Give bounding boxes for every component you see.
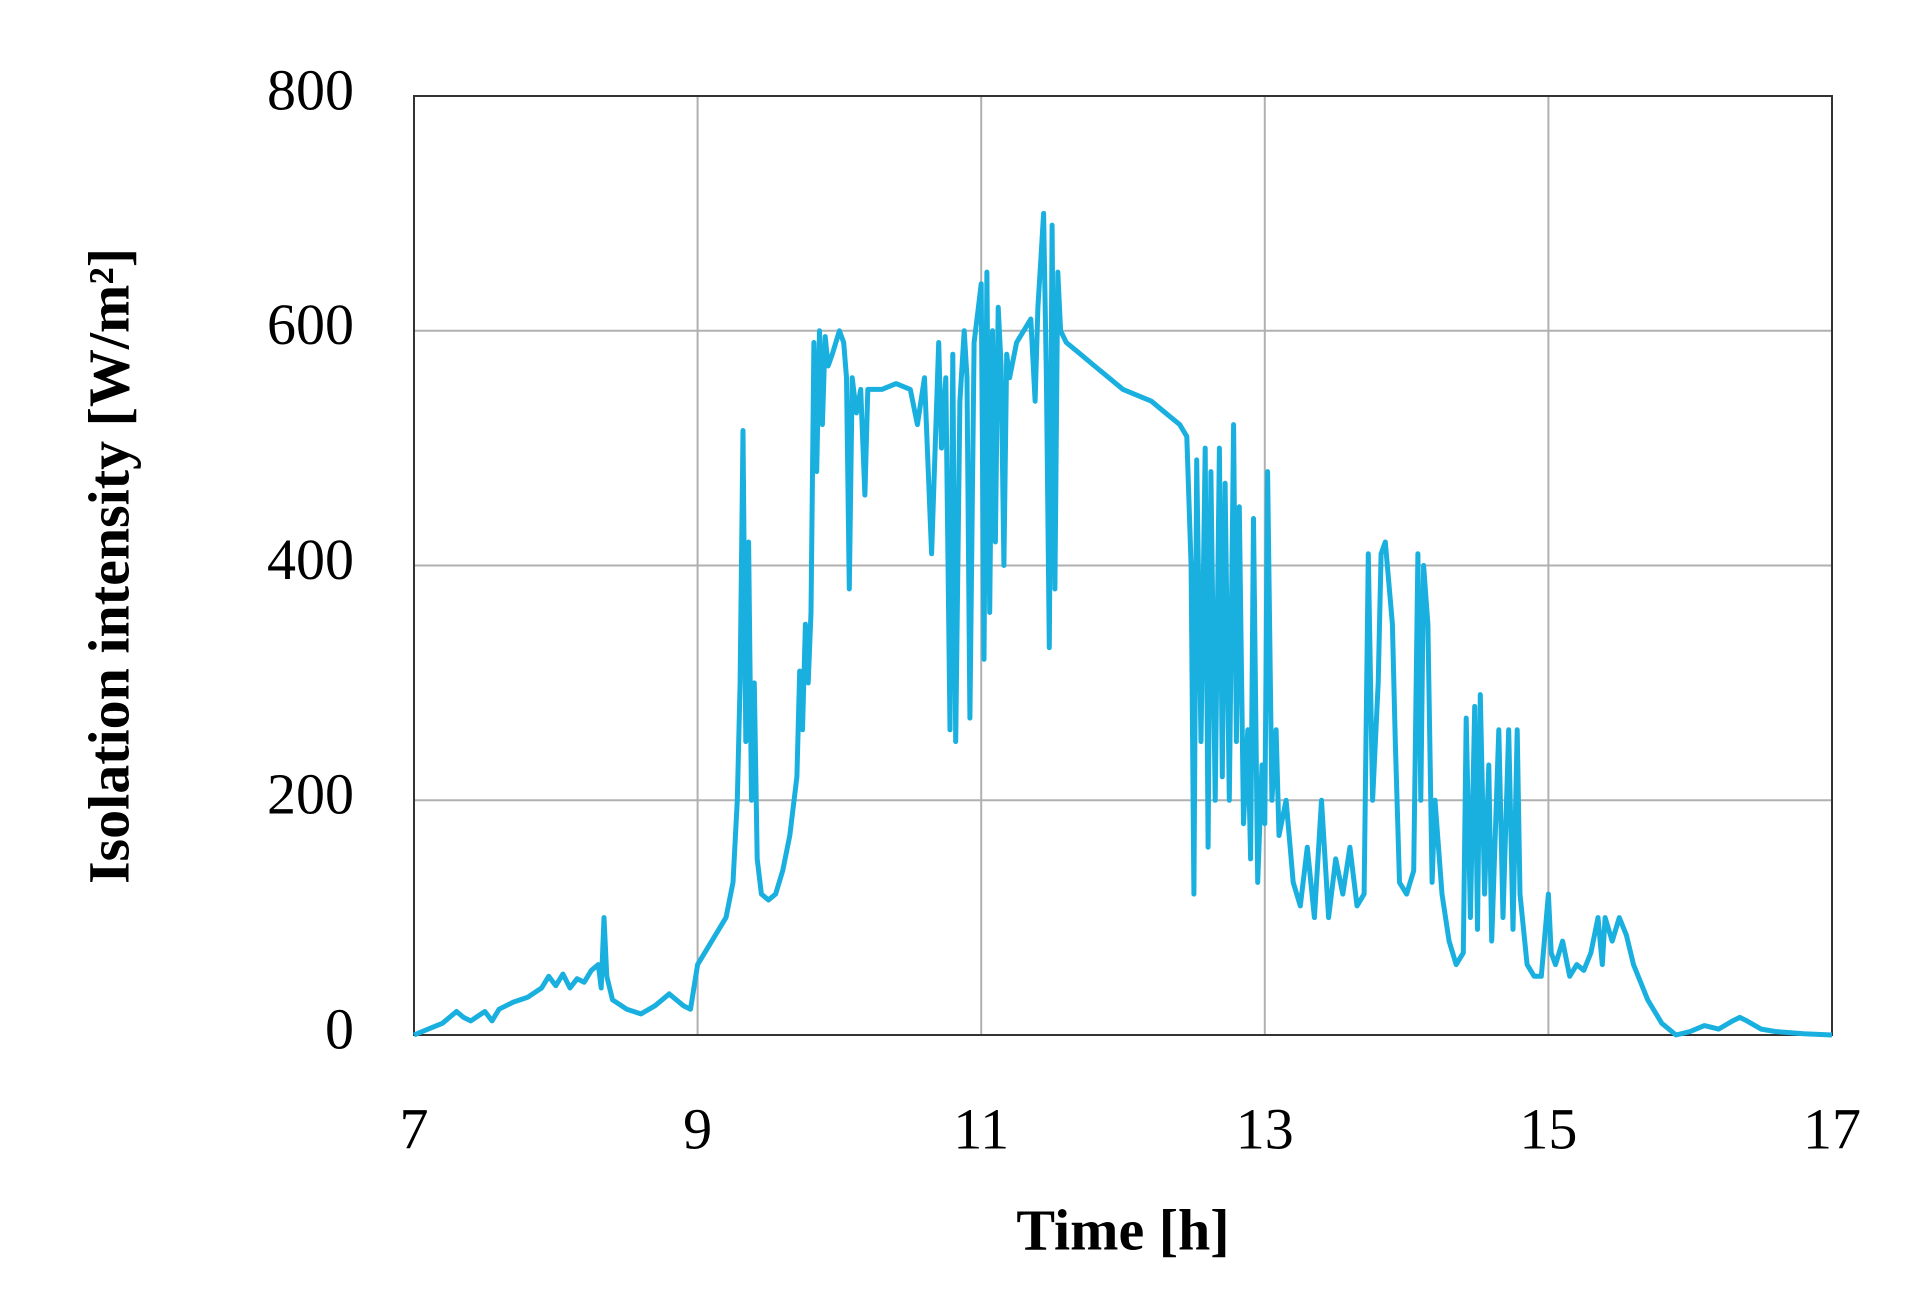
y-tick-label: 400 [267,527,354,592]
y-tick-label: 600 [267,292,354,357]
x-tick-label: 17 [1803,1096,1861,1161]
x-tick-label: 15 [1519,1096,1577,1161]
x-tick-label: 7 [400,1096,429,1161]
plot-frame [413,95,1833,1036]
y-tick-label: 800 [267,57,354,122]
y-tick-label: 0 [325,996,354,1061]
x-tick-label: 11 [953,1096,1009,1161]
x-axis-title: Time [h] [1016,1197,1229,1262]
x-tick-label: 9 [683,1096,712,1161]
x-tick-label: 13 [1236,1096,1294,1161]
data-line [413,210,1833,1038]
y-tick-label: 200 [267,762,354,827]
y-axis-title: Isolation intensity [W/m²] [76,248,141,884]
